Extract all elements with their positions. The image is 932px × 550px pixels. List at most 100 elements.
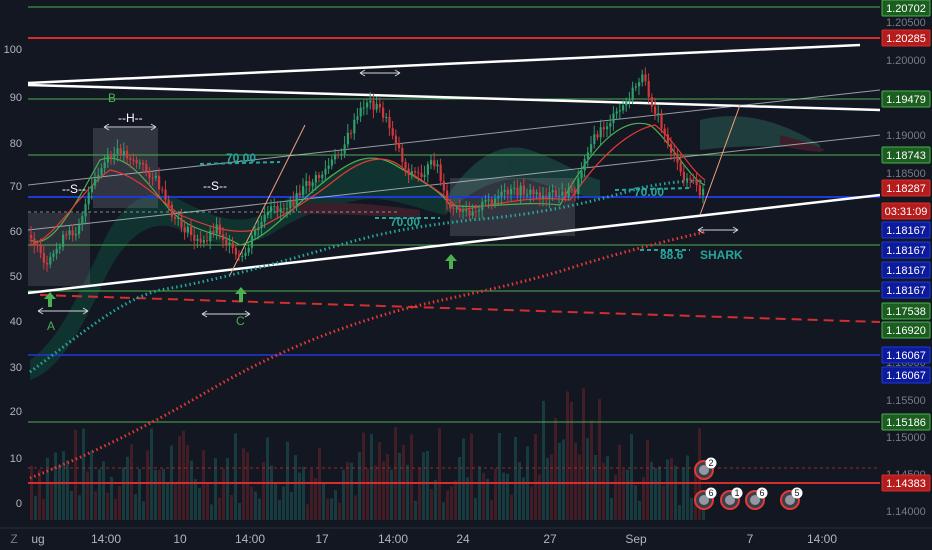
candle-body bbox=[330, 159, 333, 166]
candle-body bbox=[586, 152, 589, 160]
volume-bar bbox=[234, 433, 237, 520]
volume-bar bbox=[690, 497, 693, 520]
event-badge[interactable]: 6 bbox=[745, 487, 768, 510]
candle-body bbox=[366, 102, 369, 108]
candle-body bbox=[510, 188, 513, 195]
volume-bar bbox=[354, 495, 357, 520]
volume-bar bbox=[382, 461, 385, 520]
volume-bar bbox=[398, 452, 401, 520]
volume-bar bbox=[230, 494, 233, 520]
volume-bar bbox=[286, 441, 289, 520]
candle-body bbox=[455, 208, 458, 210]
candle-body bbox=[692, 179, 695, 181]
candle-body bbox=[468, 210, 471, 216]
candle-body bbox=[282, 208, 285, 210]
candle-body bbox=[538, 192, 541, 199]
volume-bar bbox=[366, 468, 369, 520]
candle-body bbox=[535, 192, 538, 195]
volume-bar bbox=[566, 391, 569, 520]
candle-body bbox=[225, 239, 228, 245]
candle-body bbox=[404, 161, 407, 169]
volume-bar bbox=[614, 474, 617, 520]
price-badge: 1.18167 bbox=[881, 261, 931, 279]
candle-body bbox=[612, 113, 615, 124]
candle-body bbox=[673, 152, 676, 155]
volume-bar bbox=[274, 482, 277, 520]
event-count: 6 bbox=[759, 488, 764, 498]
candle-body bbox=[97, 175, 100, 180]
candle-body bbox=[126, 150, 129, 159]
volume-bar bbox=[266, 437, 269, 520]
volume-bar bbox=[30, 465, 33, 520]
volume-bar bbox=[74, 429, 77, 520]
candle-body bbox=[30, 235, 33, 239]
event-badge[interactable]: 5 bbox=[780, 487, 803, 510]
candle-body bbox=[215, 224, 218, 234]
time-axis[interactable]: ug 14:00 10 14:00 17 14:00 24 27 Sep 7 14:00 bbox=[31, 532, 837, 546]
candle-body bbox=[177, 217, 180, 219]
candle-body bbox=[142, 162, 145, 165]
candle-body bbox=[417, 172, 420, 174]
candle-body bbox=[388, 116, 391, 129]
volume-bar bbox=[474, 498, 477, 520]
volume-bar bbox=[678, 504, 681, 520]
label-70-c: 70.00 bbox=[634, 185, 664, 199]
candle-body bbox=[625, 100, 628, 106]
candle-body bbox=[561, 191, 564, 196]
candlesticks bbox=[30, 67, 705, 272]
volume-bar bbox=[198, 487, 201, 520]
volume-bar bbox=[82, 428, 85, 520]
price-tick: 1.19000 bbox=[886, 130, 926, 142]
label-886: 88.6 bbox=[660, 248, 684, 262]
candle-body bbox=[135, 160, 138, 164]
moving-averages bbox=[29, 122, 706, 246]
candle-body bbox=[250, 235, 253, 248]
candle-body bbox=[324, 168, 327, 175]
event-badge[interactable]: 6 bbox=[694, 487, 717, 510]
candle-body bbox=[433, 160, 436, 167]
event-badges[interactable]: 2 6 1 6 5 bbox=[694, 457, 803, 510]
candle-body bbox=[39, 245, 42, 254]
candle-body bbox=[36, 244, 39, 246]
timezone-icon[interactable]: Z bbox=[10, 532, 18, 546]
signal-arrows bbox=[44, 254, 457, 307]
time-tick: 7 bbox=[747, 532, 754, 546]
candle-body bbox=[158, 175, 161, 190]
event-badge[interactable]: 2 bbox=[694, 457, 717, 480]
candle-body bbox=[398, 143, 401, 149]
volume-bar bbox=[510, 494, 513, 520]
volume-bar bbox=[650, 461, 653, 520]
candle-body bbox=[590, 144, 593, 153]
price-badge: 1.15186 bbox=[881, 413, 931, 431]
candle-body bbox=[218, 224, 221, 235]
volume-bar bbox=[574, 442, 577, 520]
dotted-ma-teal bbox=[29, 179, 706, 374]
candle-body bbox=[222, 234, 225, 240]
volume-bar bbox=[610, 498, 613, 520]
time-tick: 10 bbox=[173, 532, 187, 546]
candle-body bbox=[676, 154, 679, 163]
volume-bar bbox=[306, 504, 309, 520]
volume-bar bbox=[362, 432, 365, 520]
volume-bar bbox=[118, 485, 121, 520]
candle-body bbox=[241, 255, 244, 258]
volume-bar bbox=[350, 462, 353, 520]
candle-body bbox=[686, 178, 689, 181]
candle-body bbox=[487, 199, 490, 201]
candle-body bbox=[430, 160, 433, 165]
volume-bar bbox=[46, 457, 49, 520]
price-tick: 1.20500 bbox=[886, 17, 926, 29]
candle-body bbox=[55, 248, 58, 254]
event-badge[interactable]: 1 bbox=[720, 487, 743, 510]
volume-bar bbox=[338, 502, 341, 520]
volume-bar bbox=[686, 455, 689, 520]
label-s-right: --S-- bbox=[203, 179, 227, 193]
candle-body bbox=[490, 199, 493, 205]
candle-body bbox=[318, 175, 321, 179]
volume-bar bbox=[550, 454, 553, 520]
volume-bar bbox=[238, 503, 241, 520]
price-badge-label: 1.16067 bbox=[886, 350, 926, 362]
volume-bar bbox=[114, 498, 117, 520]
time-tick: 17 bbox=[315, 532, 329, 546]
